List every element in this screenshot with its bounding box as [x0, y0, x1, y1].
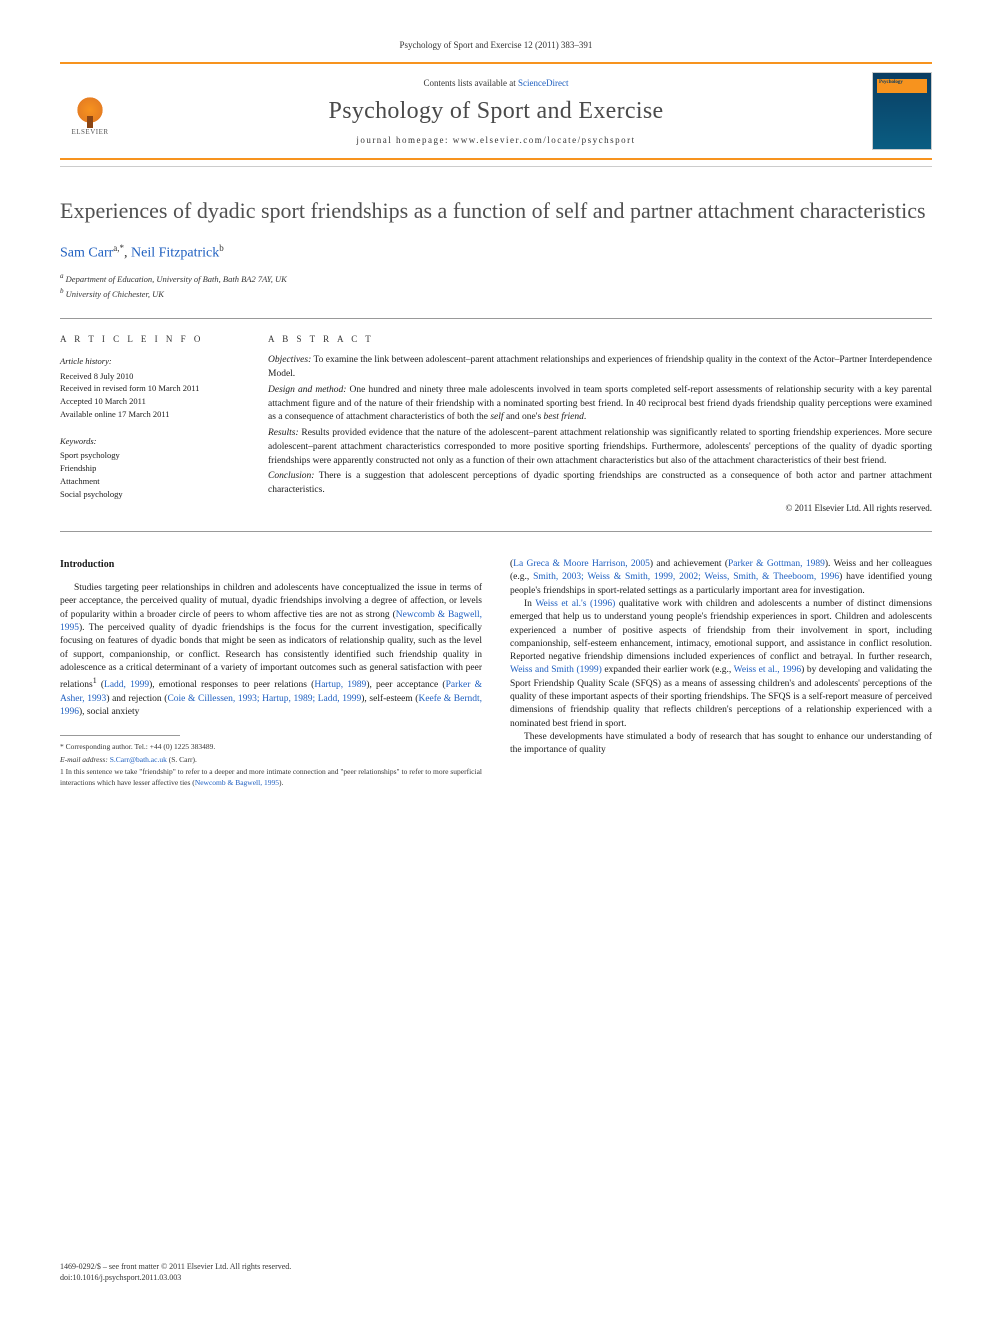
received-date: Received 8 July 2010: [60, 370, 240, 383]
author-2[interactable]: Neil Fitzpatrick: [131, 245, 219, 260]
journal-reference: Psychology of Sport and Exercise 12 (201…: [60, 40, 932, 50]
column-1: Introduction Studies targeting peer rela…: [60, 558, 482, 790]
elsevier-tree-icon: [70, 86, 110, 126]
ref-coie[interactable]: Coie & Cillessen, 1993; Hartup, 1989; La…: [167, 694, 361, 704]
header-center: Contents lists available at ScienceDirec…: [132, 78, 860, 145]
footnote-1: 1 In this sentence we take "friendship" …: [60, 767, 482, 788]
ref-hartup[interactable]: Hartup, 1989: [314, 680, 366, 690]
page-footer: 1469-0292/$ – see front matter © 2011 El…: [60, 1261, 291, 1283]
author-1[interactable]: Sam Carr: [60, 245, 113, 260]
abstract-conclusion: Conclusion: There is a suggestion that a…: [268, 470, 932, 498]
footer-doi: doi:10.1016/j.psychsport.2011.03.003: [60, 1272, 291, 1283]
footer-copyright: 1469-0292/$ – see front matter © 2011 El…: [60, 1261, 291, 1272]
accepted-date: Accepted 10 March 2011: [60, 395, 240, 408]
author-1-marks: a,*: [113, 243, 124, 253]
divider-2: [60, 531, 932, 532]
abstract-label: A B S T R A C T: [268, 333, 932, 346]
publisher-name: ELSEVIER: [71, 128, 108, 136]
keyword-3: Attachment: [60, 475, 240, 488]
abstract-copyright: © 2011 Elsevier Ltd. All rights reserved…: [268, 502, 932, 515]
col2-para-1: (La Greca & Moore Harrison, 2005) and ac…: [510, 558, 932, 598]
abstract-results: Results: Results provided evidence that …: [268, 427, 932, 468]
ref-weiss-1996[interactable]: Weiss et al.'s (1996): [535, 599, 615, 609]
article-info-label: A R T I C L E I N F O: [60, 333, 240, 347]
ref-lagreca[interactable]: La Greca & Moore Harrison, 2005: [513, 559, 650, 569]
article-history: Article history: Received 8 July 2010 Re…: [60, 355, 240, 421]
ref-weiss-et-al[interactable]: Weiss et al., 1996: [734, 665, 802, 675]
ref-parker-gottman[interactable]: Parker & Gottman, 1989: [728, 559, 825, 569]
contents-line: Contents lists available at ScienceDirec…: [132, 78, 860, 88]
journal-name: Psychology of Sport and Exercise: [132, 98, 860, 125]
affiliation-b: b University of Chichester, UK: [60, 286, 932, 301]
journal-header: ELSEVIER Contents lists available at Sci…: [60, 62, 932, 160]
abstract-design: Design and method: One hundred and ninet…: [268, 384, 932, 425]
keyword-2: Friendship: [60, 462, 240, 475]
email-link[interactable]: S.Carr@bath.ac.uk: [110, 755, 167, 764]
affiliation-a: a Department of Education, University of…: [60, 271, 932, 286]
ref-weiss-multi[interactable]: Smith, 2003; Weiss & Smith, 1999, 2002; …: [533, 572, 839, 582]
cover-label: Psychology: [879, 80, 903, 85]
author-2-marks: b: [219, 243, 224, 253]
abstract: A B S T R A C T Objectives: Objectives: …: [268, 333, 932, 515]
homepage-line: journal homepage: www.elsevier.com/locat…: [132, 135, 860, 145]
email-suffix: (S. Carr).: [167, 755, 197, 764]
col2-para-2: In Weiss et al.'s (1996) qualitative wor…: [510, 598, 932, 731]
homepage-prefix: journal homepage:: [356, 135, 452, 145]
ref-ladd[interactable]: Ladd, 1999: [104, 680, 149, 690]
online-date: Available online 17 March 2011: [60, 408, 240, 421]
email-footnote: E-mail address: S.Carr@bath.ac.uk (S. Ca…: [60, 755, 482, 766]
article-info: A R T I C L E I N F O Article history: R…: [60, 333, 240, 515]
body-columns: Introduction Studies targeting peer rela…: [60, 558, 932, 790]
ref-newcomb-fn[interactable]: Newcomb & Bagwell, 1995: [195, 778, 279, 787]
keywords: Keywords: Sport psychology Friendship At…: [60, 435, 240, 501]
header-rule: [60, 166, 932, 167]
article-title: Experiences of dyadic sport friendships …: [60, 197, 932, 225]
contents-prefix: Contents lists available at: [424, 78, 518, 88]
sciencedirect-link[interactable]: ScienceDirect: [518, 78, 568, 88]
author-list: Sam Carra,*, Neil Fitzpatrickb: [60, 243, 932, 262]
keyword-4: Social psychology: [60, 488, 240, 501]
homepage-url[interactable]: www.elsevier.com/locate/psychsport: [453, 135, 636, 145]
history-title: Article history:: [60, 355, 240, 368]
abstract-objectives: Objectives: Objectives: To examine the l…: [268, 354, 932, 382]
col2-para-3: These developments have stimulated a bod…: [510, 731, 932, 758]
ref-weiss-smith[interactable]: Weiss and Smith (1999): [510, 665, 602, 675]
intro-heading: Introduction: [60, 558, 482, 572]
intro-para-1: Studies targeting peer relationships in …: [60, 582, 482, 719]
keyword-1: Sport psychology: [60, 449, 240, 462]
divider: [60, 318, 932, 319]
article-meta-row: A R T I C L E I N F O Article history: R…: [60, 333, 932, 515]
column-2: (La Greca & Moore Harrison, 2005) and ac…: [510, 558, 932, 790]
journal-cover-thumbnail: Psychology: [872, 72, 932, 150]
keywords-title: Keywords:: [60, 435, 240, 448]
email-label: E-mail address:: [60, 755, 110, 764]
footnote-rule: [60, 735, 180, 736]
revised-date: Received in revised form 10 March 2011: [60, 382, 240, 395]
affiliations: a Department of Education, University of…: [60, 271, 932, 300]
elsevier-logo: ELSEVIER: [60, 81, 120, 141]
corresponding-author: * Corresponding author. Tel.: +44 (0) 12…: [60, 742, 482, 753]
